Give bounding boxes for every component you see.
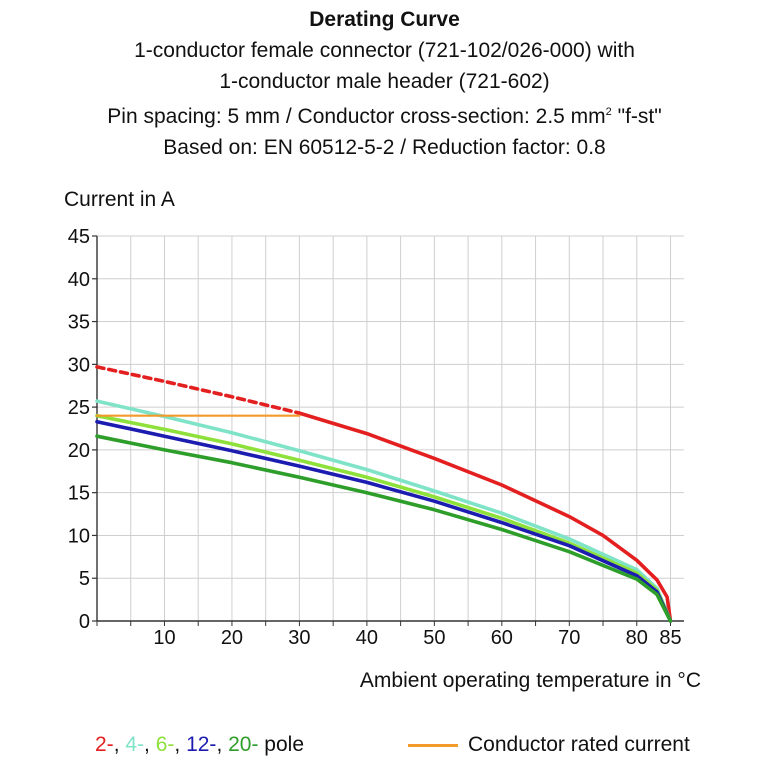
- legend-pole-item: 12-: [186, 733, 217, 756]
- x-axis-label: Ambient operating temperature in °C: [359, 669, 701, 692]
- legend-pole-item: 20-: [228, 733, 259, 756]
- legend-pole-item: pole: [258, 733, 305, 756]
- x-tick-label: 70: [558, 627, 580, 649]
- rated-current-swatch: [408, 743, 458, 747]
- legend-rated-current: Conductor rated current: [408, 733, 690, 757]
- subtitle-3-main: Pin spacing: 5 mm / Conductor cross-sect…: [107, 105, 606, 128]
- y-tick-label: 45: [68, 226, 90, 248]
- y-tick-label: 0: [79, 611, 90, 633]
- x-tick-label: 20: [221, 627, 243, 649]
- series-line: [95, 413, 673, 623]
- chart-subtitle-3: Pin spacing: 5 mm / Conductor cross-sect…: [0, 97, 769, 132]
- subtitle-3-superscript: 2: [605, 106, 612, 118]
- y-tick-label: 20: [68, 440, 90, 462]
- chart-subtitle-1: 1-conductor female connector (721-102/02…: [134, 39, 635, 62]
- x-tick-label: 30: [288, 627, 310, 649]
- legend-poles: 2-, 4-, 6-, 12-, 20- pole: [95, 733, 304, 757]
- y-tick-label: 35: [68, 312, 90, 334]
- series-line: [95, 399, 673, 623]
- legend-pole-item: ,: [174, 733, 187, 756]
- legend-pole-item: 4-: [125, 733, 145, 756]
- legend-pole-item: ,: [113, 733, 126, 756]
- x-tick-label: 80: [626, 627, 648, 649]
- y-tick-label: 5: [79, 568, 90, 590]
- x-tick-label: 50: [423, 627, 445, 649]
- legend-pole-item: 2-: [95, 733, 114, 756]
- x-tick-label: 40: [356, 627, 378, 649]
- y-tick-label: 10: [68, 525, 90, 547]
- x-tick-label: 10: [153, 627, 175, 649]
- legend-pole-item: ,: [144, 733, 156, 756]
- series-line: [297, 411, 673, 623]
- chart-title: Derating Curve: [309, 8, 460, 31]
- y-tick-label: 40: [68, 269, 90, 291]
- x-tick-label: 60: [491, 627, 513, 649]
- series-line: [95, 365, 302, 415]
- legend-pole-item: 6-: [155, 733, 175, 756]
- chart-subtitle-2: 1-conductor male header (721-602): [219, 70, 550, 93]
- x-tick-label: 85: [659, 627, 681, 649]
- chart-subtitle-4: Based on: EN 60512-5-2 / Reduction facto…: [163, 136, 606, 159]
- series-line: [95, 419, 673, 623]
- y-tick-label: 25: [68, 397, 90, 419]
- chart-titles: Derating Curve 1-conductor female connec…: [0, 4, 769, 163]
- y-tick-label: 15: [68, 483, 90, 505]
- subtitle-3-tail: "f-st": [611, 105, 662, 128]
- legend-pole-item: ,: [216, 733, 229, 756]
- rated-current-label: Conductor rated current: [468, 733, 690, 756]
- y-tick-label: 30: [68, 354, 90, 376]
- series-line: [95, 434, 673, 623]
- y-axis-label: Current in A: [64, 188, 175, 211]
